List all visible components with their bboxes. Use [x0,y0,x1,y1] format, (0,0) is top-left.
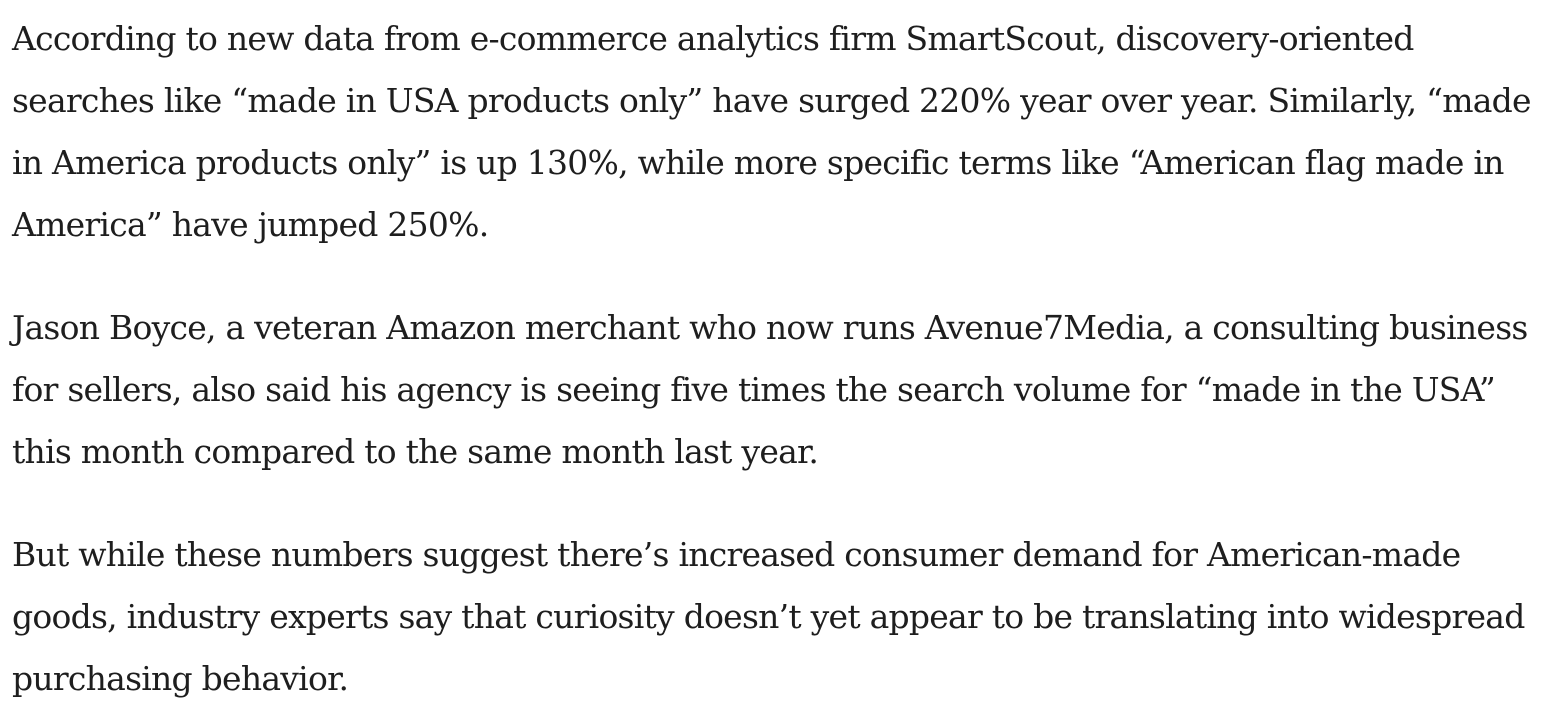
paragraph-consumer-demand: But while these numbers suggest there’s … [12,535,1525,698]
paragraph-jason-boyce: Jason Boyce, a veteran Amazon merchant w… [12,308,1528,471]
article-body: According to new data from e-commerce an… [12,8,1542,710]
paragraph-search-data: According to new data from e-commerce an… [12,19,1532,244]
